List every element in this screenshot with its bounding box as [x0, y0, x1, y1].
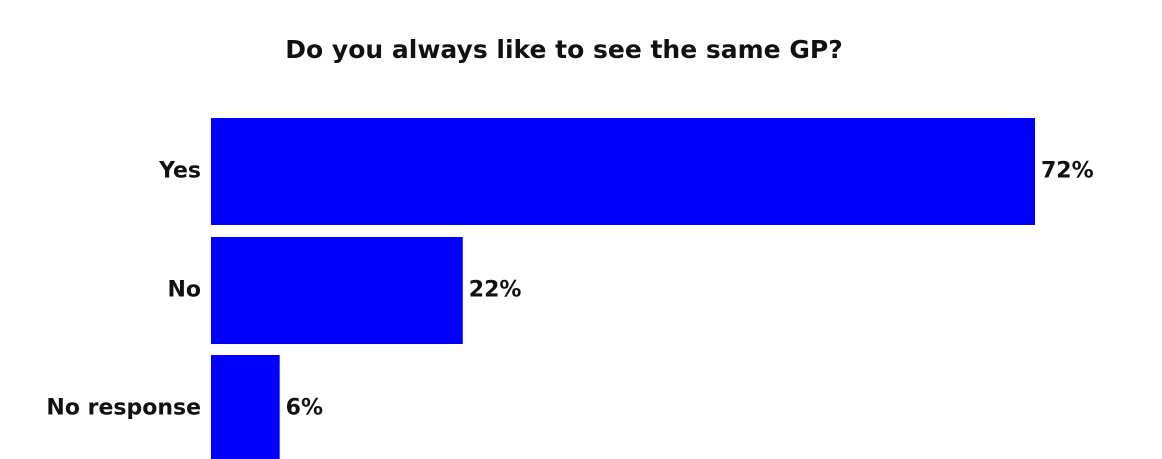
category-label-no-response: No response — [46, 396, 201, 421]
category-label-no: No — [167, 278, 201, 303]
bar-no — [211, 237, 463, 344]
category-labels-layer: Yes No No response — [46, 159, 201, 421]
value-label-no-response: 6% — [286, 396, 323, 421]
chart-title: Do you always like to see the same GP? — [285, 35, 842, 64]
value-label-no: 22% — [469, 278, 522, 303]
bar-no-response — [211, 355, 280, 459]
value-labels-layer: 72% 22% 6% — [286, 159, 1094, 421]
bars-layer — [211, 118, 1035, 459]
category-label-yes: Yes — [158, 159, 201, 184]
value-label-yes: 72% — [1041, 159, 1094, 184]
bar-yes — [211, 118, 1035, 225]
